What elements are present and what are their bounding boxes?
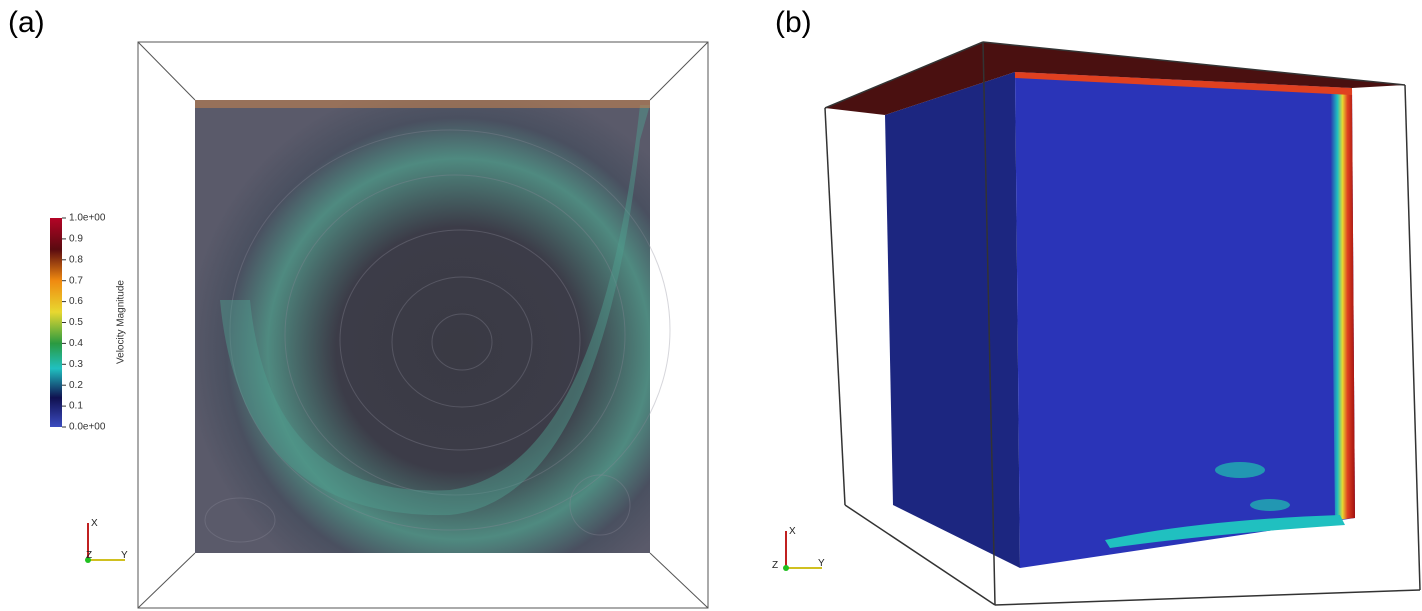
colorbar-tick-label: 0.6 xyxy=(69,296,83,307)
colorbar-tick-label: 1.0e+00 xyxy=(69,213,106,224)
colorbar xyxy=(50,218,62,427)
lid xyxy=(195,100,650,108)
lic-field xyxy=(195,100,650,553)
axes-triad: X Z Y xyxy=(85,518,128,563)
axis-label: Z xyxy=(772,560,778,571)
colorbar-tick-label: 0.8 xyxy=(69,254,83,265)
colorbar-tick-label: 0.2 xyxy=(69,380,83,391)
colorbar-tick-label: 0.0e+00 xyxy=(69,422,106,433)
panel-label: (b) xyxy=(775,6,812,39)
vortex xyxy=(1250,499,1290,511)
axis-label: Y xyxy=(818,558,825,569)
vortex xyxy=(1215,462,1265,478)
colorbar-title: Velocity Magnitude xyxy=(116,280,127,364)
colorbar-tick-label: 0.9 xyxy=(69,234,83,245)
colorbar-tick-label: 0.7 xyxy=(69,275,83,286)
left-face xyxy=(885,72,1020,568)
colorbar-tick-label: 0.3 xyxy=(69,359,83,370)
front-face xyxy=(1015,72,1355,568)
axis-label: Y xyxy=(121,550,128,561)
panel-label: (a) xyxy=(8,6,45,39)
axes-triad: X Z Y xyxy=(772,526,825,571)
colorbar-tick-label: 0.1 xyxy=(69,401,83,412)
axis-label: Z xyxy=(86,550,92,561)
figure: (a) Velocity Magnitude 1.0e+00 0.9 0.8 0.7 0… xyxy=(0,0,1422,611)
colorbar-tick-label: 0.4 xyxy=(69,338,83,349)
colorbar-tick-label: 0.5 xyxy=(69,317,83,328)
axis-label: X xyxy=(789,526,796,537)
axis-label: X xyxy=(91,518,98,529)
